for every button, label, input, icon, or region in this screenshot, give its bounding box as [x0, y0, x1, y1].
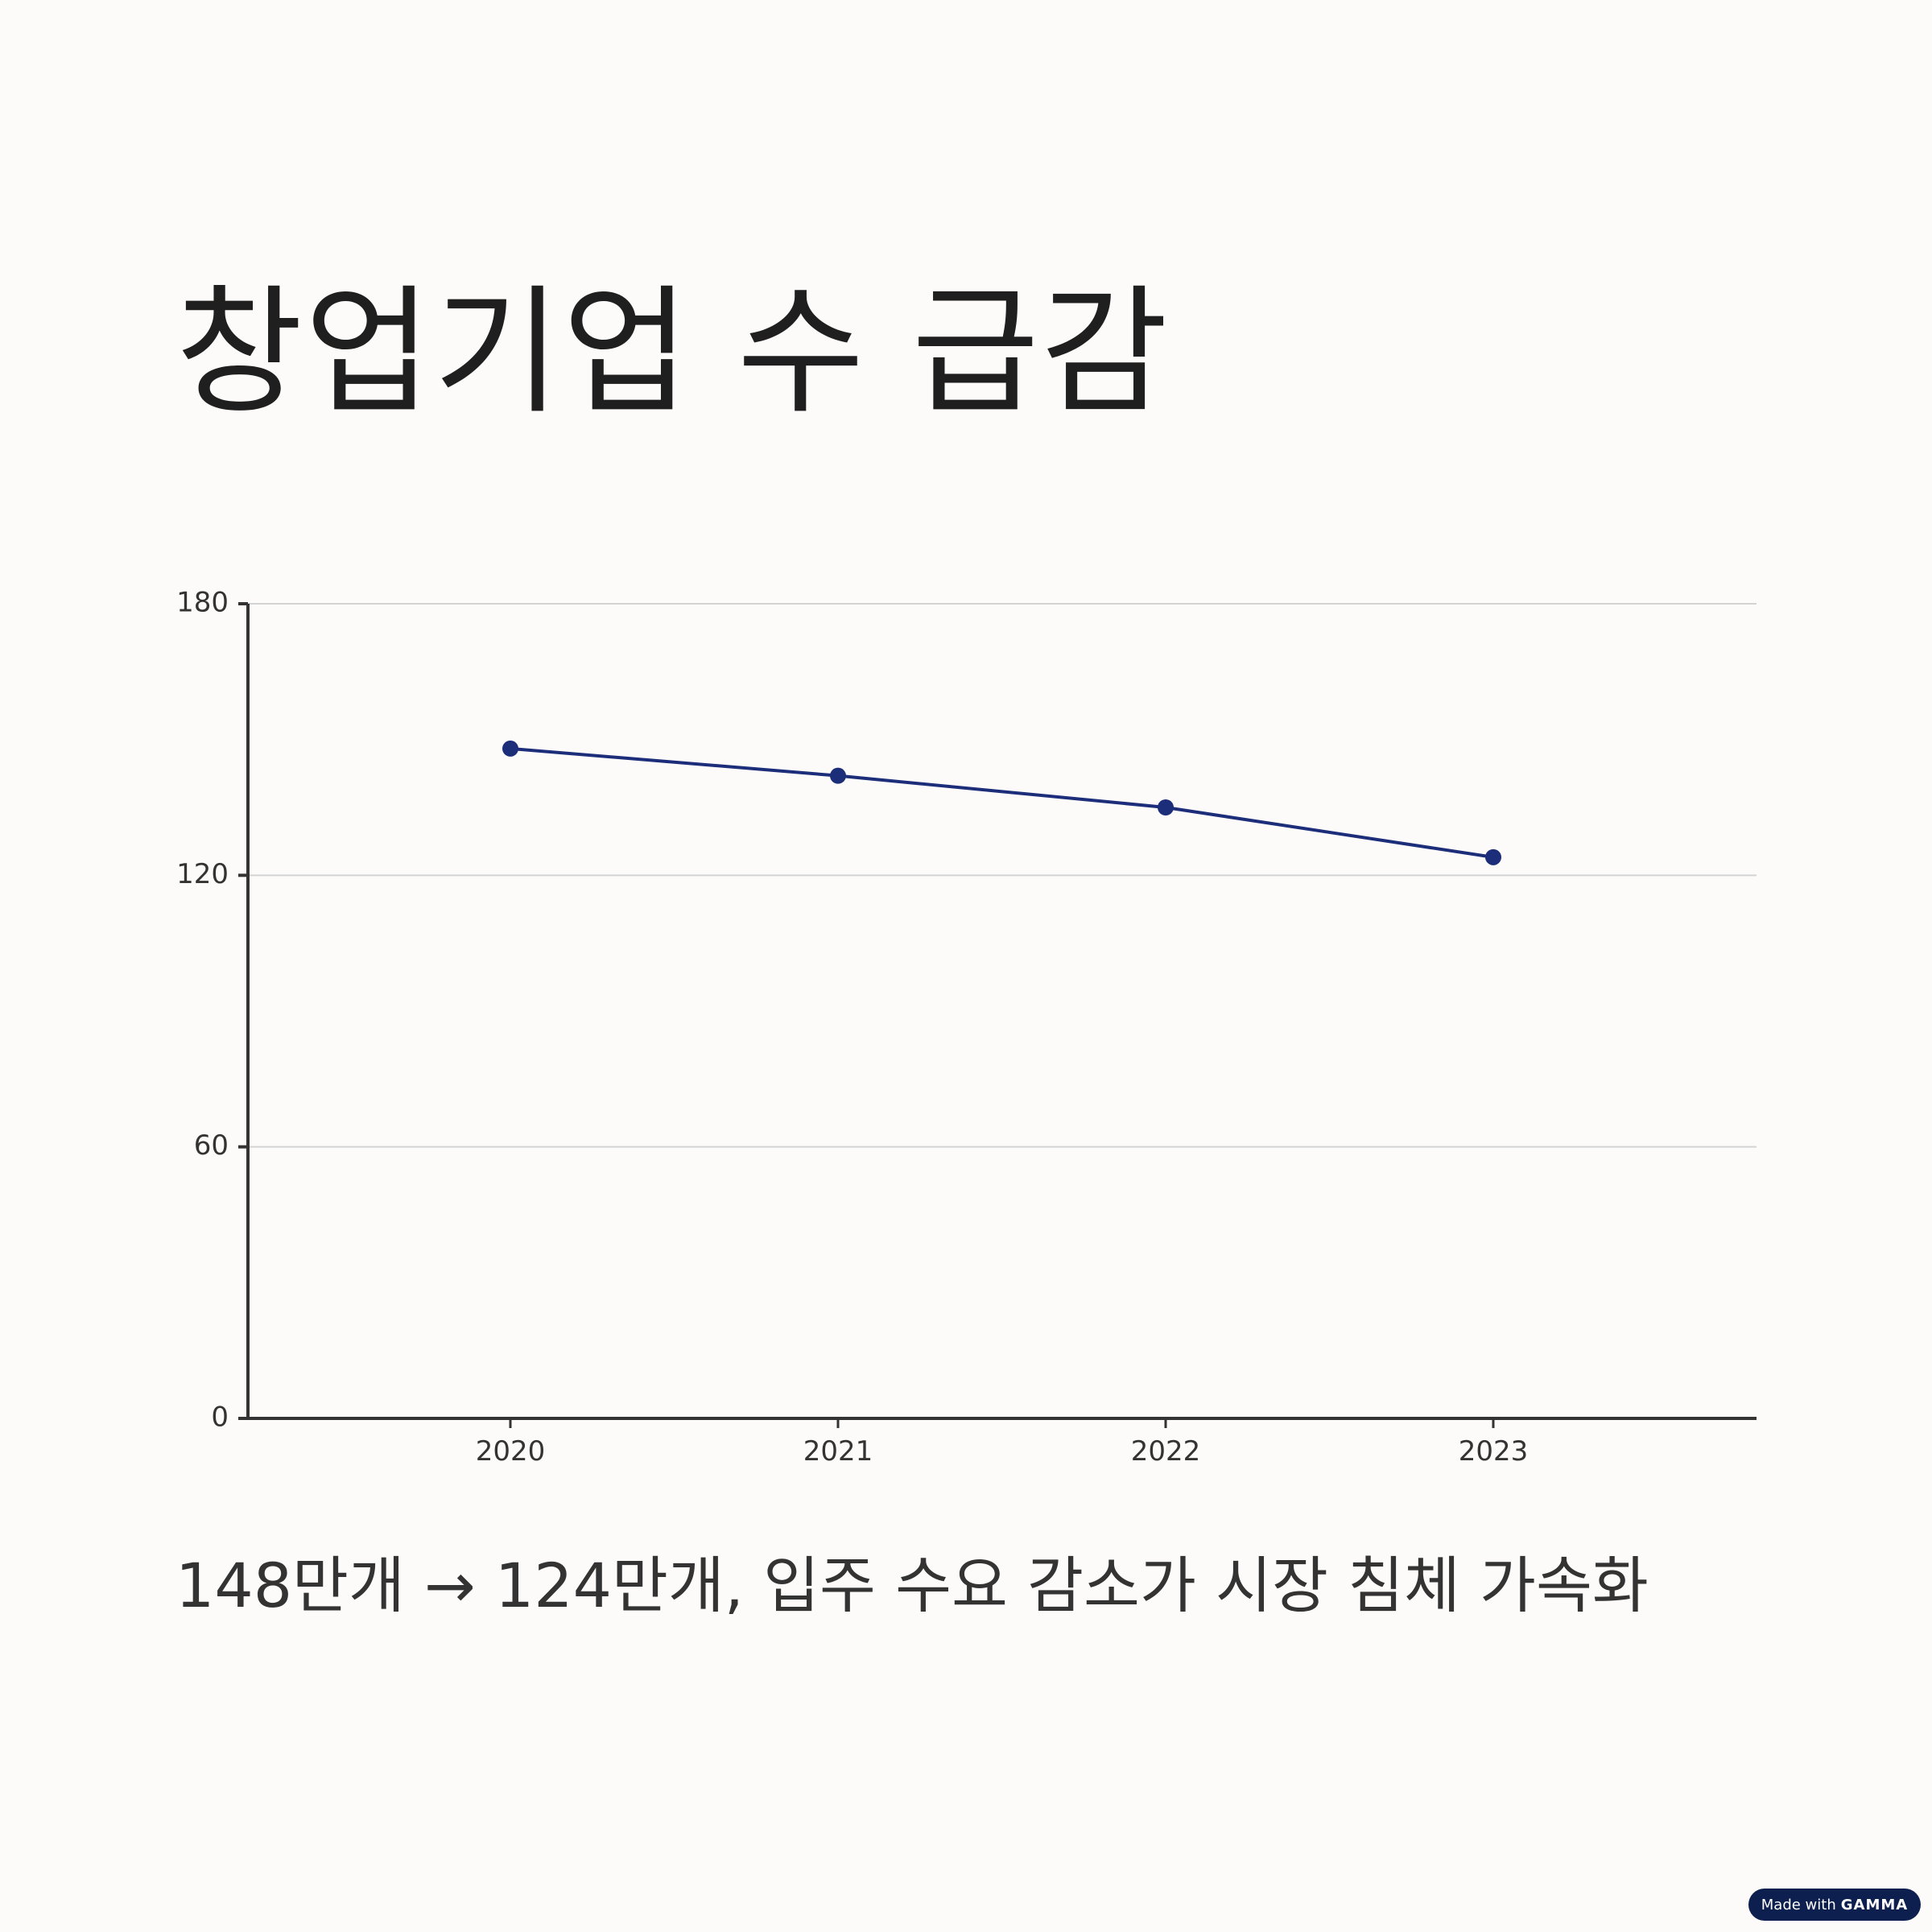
- axes: [238, 604, 1757, 1420]
- x-ticks: 2020 2021 2022 2023: [476, 1418, 1529, 1468]
- page-title: 창업기업 수 급감: [175, 271, 1170, 433]
- y-ticks: 0 60 120 180: [176, 587, 248, 1434]
- made-with-gamma-badge[interactable]: Made with GAMMA: [1748, 1889, 1921, 1921]
- y-tick-label: 0: [211, 1402, 229, 1434]
- badge-prefix: Made with: [1761, 1896, 1836, 1913]
- gridlines: [248, 603, 1757, 1148]
- y-tick-label: 60: [194, 1129, 229, 1162]
- data-point-2022: [1158, 799, 1174, 815]
- data-point-2020: [502, 740, 518, 757]
- chart-caption: 148만개 → 124만개, 입주 수요 감소가 시장 침체 가속화: [175, 1550, 1649, 1621]
- series-line: [510, 746, 1494, 859]
- x-tick-label: 2022: [1131, 1435, 1201, 1468]
- x-tick-label: 2020: [476, 1435, 546, 1468]
- series: [502, 740, 1501, 865]
- y-tick-label: 180: [176, 587, 229, 619]
- data-point-2021: [830, 767, 846, 784]
- y-tick-label: 120: [176, 858, 229, 890]
- x-tick-label: 2023: [1459, 1435, 1529, 1468]
- x-tick-label: 2021: [803, 1435, 873, 1468]
- data-point-2023: [1485, 848, 1501, 865]
- gamma-logo: GAMMA: [1840, 1896, 1909, 1913]
